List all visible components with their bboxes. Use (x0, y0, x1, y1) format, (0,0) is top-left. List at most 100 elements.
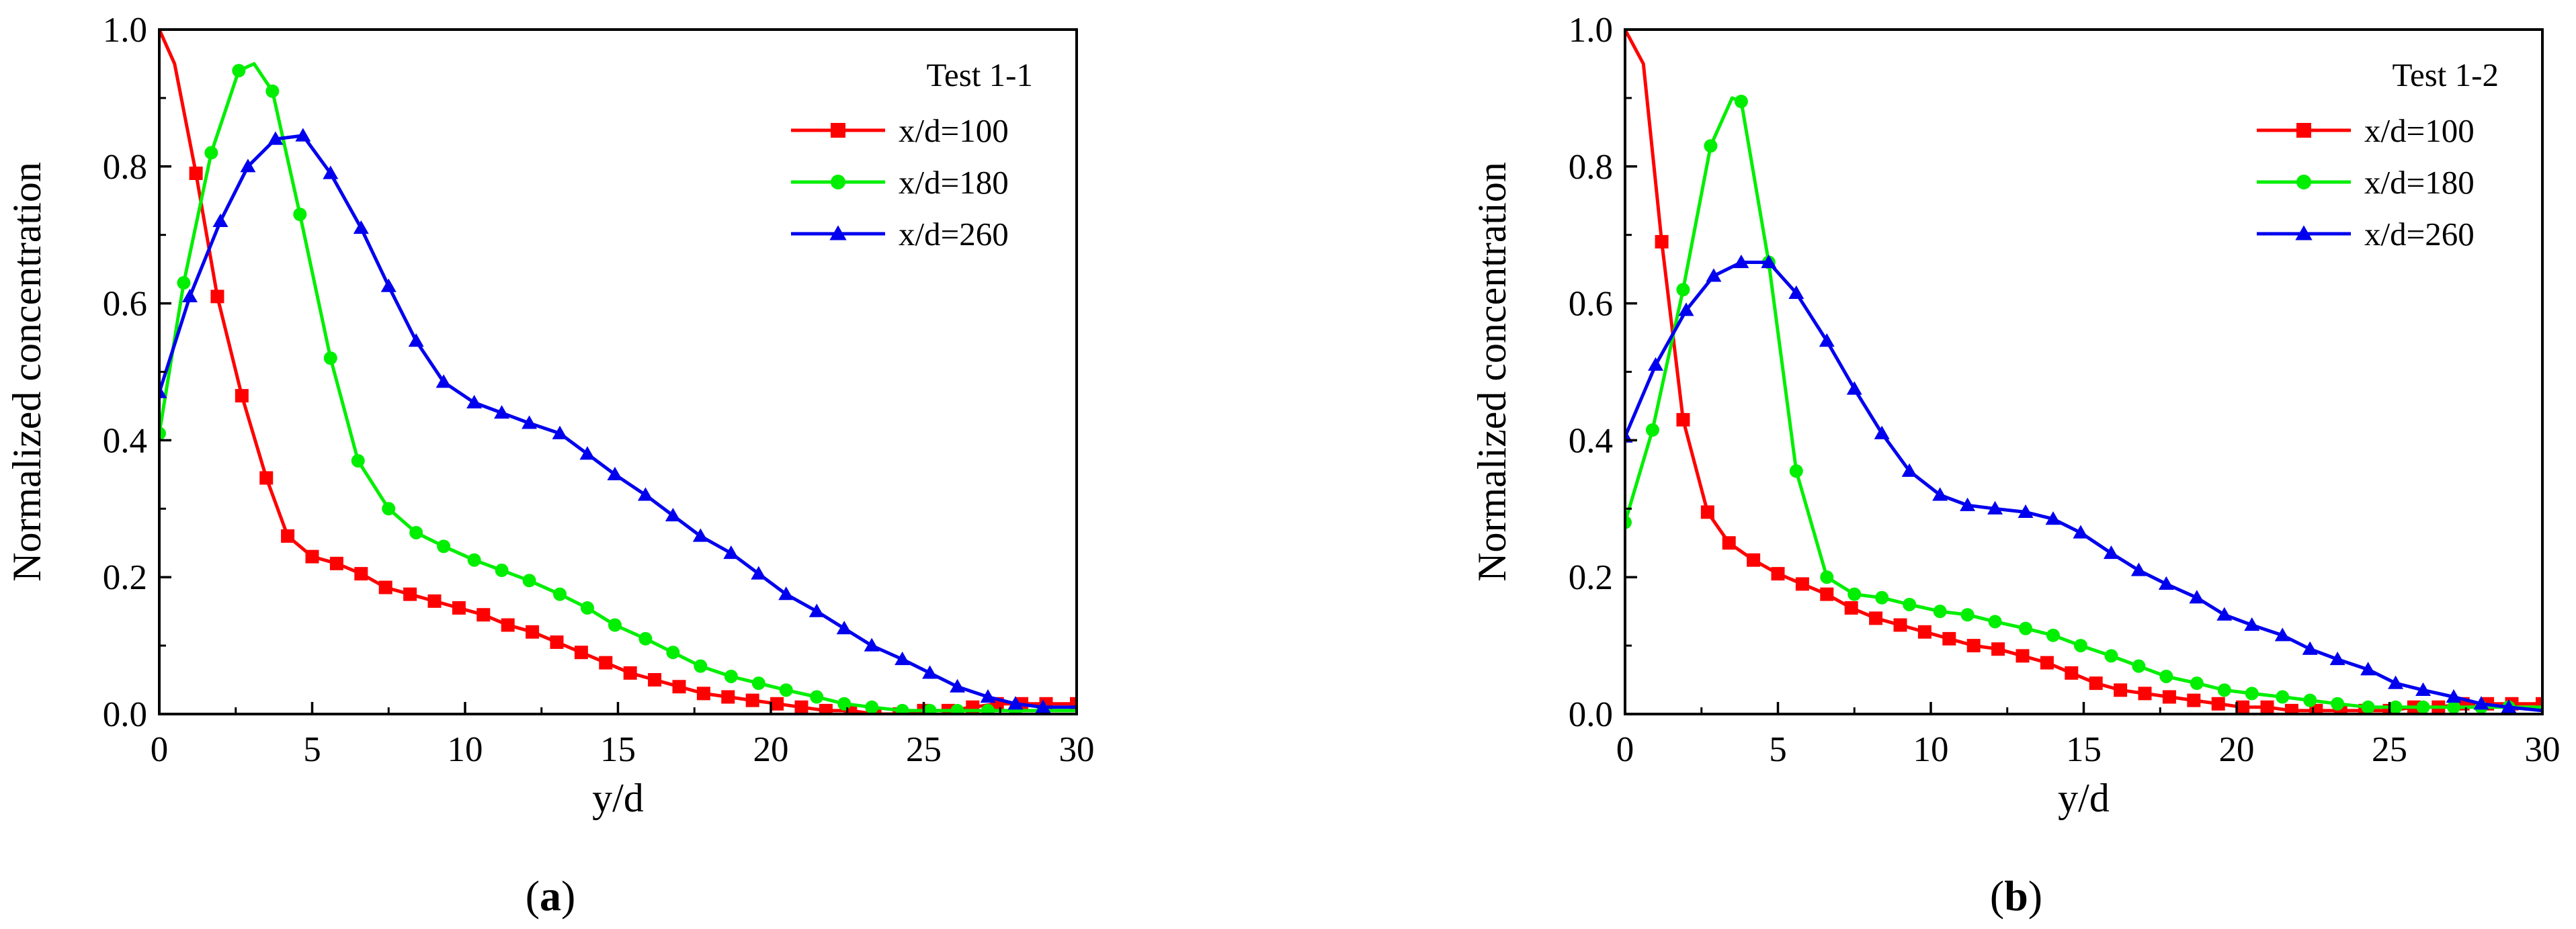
data-point-triangle (435, 374, 452, 388)
x-tick-label: 5 (1769, 730, 1787, 769)
legend-entry-label: x/d=180 (899, 164, 1009, 201)
data-point-circle (981, 703, 995, 714)
data-point-circle (2104, 649, 2118, 663)
data-point-square (1844, 601, 1858, 615)
legend-marker-square (831, 123, 845, 138)
x-tick-label: 5 (303, 730, 321, 769)
data-point-circle (666, 646, 680, 660)
data-point-square (189, 166, 203, 180)
data-point-circle (895, 703, 909, 714)
data-point-triangle (267, 131, 284, 145)
data-point-triangle (836, 621, 852, 635)
data-point-circle (232, 64, 246, 78)
plot-area (1625, 30, 2542, 714)
data-point-triangle (2130, 562, 2147, 576)
data-point-square (1676, 412, 1690, 427)
data-point-triangle (922, 665, 938, 679)
data-point-circle (2303, 693, 2317, 707)
data-point-square (574, 646, 588, 660)
data-point-square (305, 549, 319, 564)
data-point-circle (581, 601, 594, 615)
data-point-triangle (2473, 696, 2489, 710)
legend-marker-circle (831, 175, 845, 189)
data-point-triangle (1788, 285, 1804, 299)
data-point-square (794, 700, 808, 714)
data-point-triangle (751, 566, 767, 580)
data-point-square (1942, 631, 1956, 646)
data-point-square (599, 656, 613, 670)
y-tick-label: 0.4 (103, 421, 147, 460)
x-tick-label: 20 (753, 730, 789, 769)
data-point-triangle (692, 528, 708, 542)
data-point-square (403, 587, 417, 601)
data-point-triangle (2388, 675, 2404, 689)
data-point-square (2187, 693, 2201, 707)
x-tick-label: 15 (2066, 730, 2102, 769)
data-point-triangle (1901, 463, 1917, 477)
data-point-square (235, 389, 249, 403)
panel-label: (b) (1990, 872, 2042, 920)
data-point-square (1893, 618, 1907, 632)
x-tick-label: 20 (2219, 730, 2255, 769)
data-point-circle (2245, 687, 2259, 701)
data-point-circle (293, 208, 307, 222)
data-point-circle (1789, 464, 1803, 478)
data-point-square (1795, 577, 1809, 591)
data-point-square (696, 687, 710, 701)
data-point-triangle (1987, 500, 2003, 515)
data-point-triangle (2415, 682, 2432, 696)
data-point-triangle (353, 220, 369, 234)
data-point-triangle (950, 678, 966, 693)
data-point-circle (1875, 590, 1889, 605)
data-point-circle (2276, 690, 2290, 704)
data-point-triangle (240, 159, 256, 173)
data-point-triangle (2045, 511, 2061, 525)
data-point-triangle (2244, 617, 2260, 631)
data-point-circle (1820, 570, 1834, 584)
data-point-square (526, 625, 540, 639)
data-point-triangle (212, 213, 228, 227)
data-point-circle (1847, 587, 1862, 601)
data-point-triangle (159, 384, 167, 398)
data-point-triangle (579, 446, 595, 460)
data-point-circle (177, 276, 191, 290)
legend-title: Test 1-2 (2392, 56, 2499, 93)
data-point-circle (1676, 283, 1690, 297)
data-point-square (1747, 553, 1761, 567)
data-point-circle (2416, 700, 2430, 714)
x-tick-label: 0 (151, 730, 169, 769)
data-point-circle (323, 351, 337, 365)
data-point-square (2114, 683, 2128, 697)
data-point-square (2040, 656, 2054, 670)
data-point-circle (1734, 94, 1748, 108)
data-point-triangle (1706, 268, 1722, 282)
data-point-circle (2159, 669, 2173, 683)
data-point-circle (351, 453, 365, 468)
y-axis-title: Normalized concentration (1470, 162, 1514, 582)
data-point-triangle (1960, 497, 1976, 511)
legend-entry-label: x/d=100 (2364, 112, 2475, 149)
data-point-triangle (466, 394, 483, 408)
data-point-circle (608, 618, 622, 632)
data-point-triangle (778, 586, 794, 601)
data-point-square (281, 529, 295, 543)
data-point-circle (751, 676, 765, 691)
data-point-circle (923, 703, 937, 714)
data-point-square (2260, 700, 2274, 714)
data-point-triangle (2103, 545, 2119, 560)
x-axis-title: y/d (592, 776, 644, 820)
data-point-square (452, 601, 466, 615)
data-point-circle (1625, 515, 1632, 529)
data-point-triangle (637, 487, 653, 501)
data-point-circle (2046, 628, 2060, 642)
data-point-square (1966, 639, 1981, 653)
data-point-circle (2190, 676, 2204, 691)
y-tick-label: 0.0 (103, 695, 147, 734)
y-tick-label: 0.6 (1569, 285, 1613, 324)
data-point-circle (865, 700, 879, 714)
data-point-triangle (2216, 607, 2233, 621)
data-point-triangle (522, 415, 538, 429)
data-point-triangle (1846, 381, 1862, 395)
data-point-triangle (2501, 699, 2517, 713)
